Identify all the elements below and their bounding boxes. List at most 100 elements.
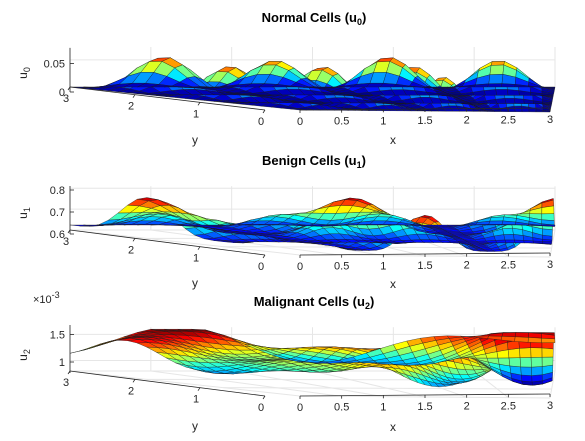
surface-patch — [495, 89, 509, 96]
surface-patch — [519, 347, 532, 358]
x-tick-label: 2.5 — [501, 400, 516, 412]
surface-patch — [488, 220, 504, 225]
panel-benign-title: Benign Cells (u1) — [262, 153, 366, 170]
y-tick-label: 3 — [63, 377, 69, 389]
y-axis-label: y — [192, 276, 198, 290]
z-tick-label: 0.7 — [50, 207, 65, 219]
title-close: ) — [370, 294, 374, 309]
title-main: Malignant Cells (u — [254, 294, 365, 309]
x-tick-label: 0.5 — [334, 402, 349, 414]
x-tick-label: 3 — [547, 400, 553, 412]
z-axis-label-sub: 1 — [22, 207, 32, 212]
y-tick-label: 2 — [128, 244, 134, 256]
x-tick-label: 0 — [297, 402, 303, 414]
y-tick-label: 3 — [63, 236, 69, 248]
surface-patch — [488, 74, 504, 84]
surface-patch — [507, 348, 521, 359]
x-tick-label: 1.5 — [417, 401, 432, 413]
x-tick-label: 2 — [464, 401, 470, 413]
z-tick-label: 0 — [59, 87, 65, 99]
y-tick-mark — [197, 102, 201, 106]
y-tick-mark — [132, 238, 136, 242]
x-tick-label: 1 — [380, 260, 386, 272]
panel-malignant-title: Malignant Cells (u2) — [254, 294, 375, 311]
surface-patch — [513, 105, 523, 112]
x-tick-label: 3 — [547, 259, 553, 271]
y-tick-mark — [262, 109, 266, 114]
title-subscript: 0 — [357, 17, 362, 27]
z-axis-label-main: u — [16, 212, 30, 219]
y-axis-label: y — [192, 419, 198, 433]
z-axis-label-sub: 2 — [22, 349, 32, 354]
z-tick-label: 1.5 — [50, 330, 65, 342]
z-exponent-label: ×10-3 — [33, 290, 60, 306]
z-axis-label: u1 — [16, 207, 32, 219]
surface-patch — [541, 338, 556, 343]
z-axis-label-main: u — [16, 354, 30, 361]
surface-patch — [531, 374, 543, 383]
surface-patch — [541, 86, 556, 89]
z-axis-label-sub: 0 — [22, 67, 32, 72]
y-tick-label: 1 — [193, 394, 199, 406]
x-axis-label: x — [390, 277, 396, 291]
surface-patch — [541, 347, 554, 358]
y-tick-label: 1 — [193, 253, 199, 265]
surface-patch — [504, 239, 516, 243]
surface-patch — [489, 216, 505, 222]
x-tick-label: 2 — [464, 115, 470, 127]
y-axis-line — [69, 86, 266, 111]
surface-patch — [527, 337, 542, 343]
y-tick-mark — [132, 379, 136, 383]
surface-patch — [530, 357, 543, 368]
grid-line — [150, 370, 342, 397]
surface-patch — [541, 224, 556, 227]
title-subscript: 2 — [365, 301, 370, 311]
z-tick-label: 0.05 — [44, 58, 65, 70]
z-tick-label: 0.8 — [50, 185, 65, 197]
grid-line — [223, 387, 552, 390]
surface-patch — [541, 356, 554, 367]
surface-patch — [487, 83, 503, 88]
z-axis-label: u2 — [16, 349, 32, 361]
grid-line — [231, 370, 384, 398]
y-tick-label: 2 — [128, 101, 134, 113]
x-tick-label: 0.5 — [334, 116, 349, 128]
x-tick-label: 2.5 — [501, 259, 516, 271]
surface-patch — [490, 61, 505, 66]
z-tick-label: 0.6 — [50, 229, 65, 241]
surface-patch — [508, 357, 521, 368]
grid-line — [549, 370, 556, 399]
panel-malignant-cells: 0 0.5 1 1.5 2 2.5 3 3 2 1 0 1 1.5 Malignant Cells (u… — [16, 290, 556, 434]
z-axis-label-main: u — [16, 72, 30, 79]
surface-patch — [530, 347, 543, 358]
grid-line — [69, 370, 301, 397]
title-main: Benign Cells (u — [262, 153, 357, 168]
x-tick-label: 0 — [297, 116, 303, 128]
y-axis-label: y — [192, 133, 198, 147]
surface-patch — [433, 224, 450, 227]
surface-patch — [541, 213, 555, 221]
x-tick-label: 1.5 — [417, 115, 432, 127]
y-tick-label: 1 — [193, 108, 199, 120]
z-exponent-base: ×10 — [33, 294, 52, 306]
x-tick-label: 1.5 — [417, 260, 432, 272]
y-tick-label: 2 — [128, 385, 134, 397]
x-tick-label: 1 — [380, 401, 386, 413]
y-axis-line — [69, 370, 266, 397]
y-tick-mark — [262, 395, 266, 400]
z-tick-label: 1 — [59, 357, 65, 369]
y-tick-mark — [197, 387, 201, 391]
x-tick-label: 1 — [380, 115, 386, 127]
z-exponent-power: -3 — [52, 290, 60, 300]
y-tick-mark — [132, 94, 136, 98]
surface-patch — [489, 64, 504, 75]
surface-patch — [96, 339, 120, 347]
surface-patch — [486, 224, 503, 226]
surface-patch — [542, 228, 553, 237]
grid-line — [146, 378, 554, 381]
x-axis-label: x — [390, 420, 396, 434]
title-subscript: 1 — [357, 160, 362, 170]
surface-patch — [502, 227, 514, 235]
surface-patch — [420, 224, 437, 227]
